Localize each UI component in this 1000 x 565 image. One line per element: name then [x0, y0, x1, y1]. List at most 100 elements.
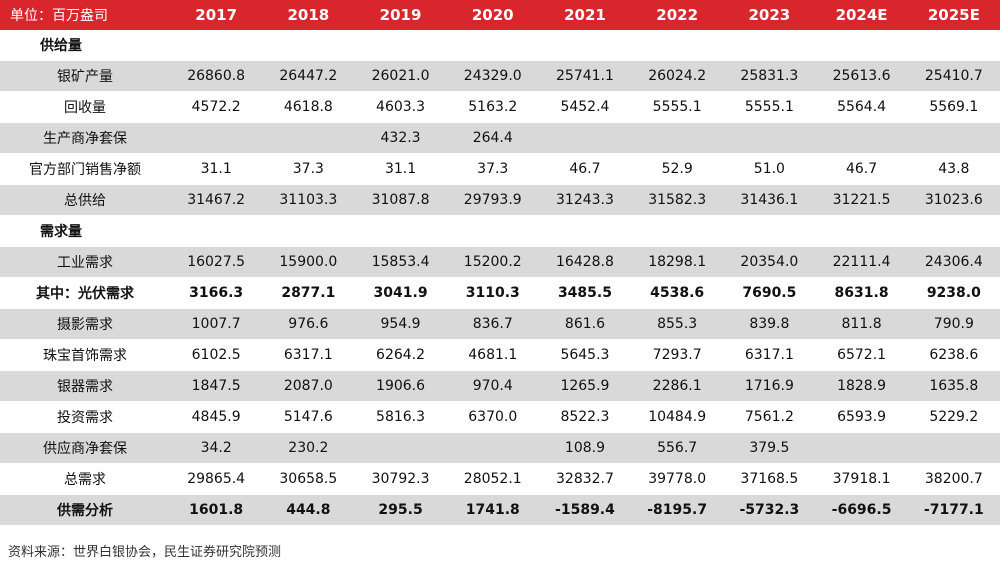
table-cell: 28052.1 [446, 463, 539, 495]
row-label: 需求量 [0, 215, 171, 247]
table-cell: 861.6 [538, 308, 632, 340]
table-row: 摄影需求 1007.7 976.6 954.9 836.7 861.6 855.3 839.8… [0, 308, 1000, 340]
table-cell: 37.3 [262, 153, 355, 185]
table-cell: 556.7 [631, 432, 724, 464]
table-cell [815, 432, 908, 464]
row-label: 其中：光伏需求 [0, 277, 171, 309]
row-label: 总需求 [0, 463, 171, 495]
table-row: 工业需求 16027.5 15900.0 15853.4 15200.2 16428.8 1… [0, 246, 1000, 278]
table-cell: 4603.3 [354, 91, 447, 123]
table-cell: 37168.5 [723, 463, 816, 495]
table-cell: 2087.0 [262, 370, 355, 402]
silver-supply-demand-table: 单位：百万盎司 2017 2018 2019 2020 2021 2022 2023 2024… [0, 0, 1000, 526]
table-cell [538, 215, 632, 247]
table-cell: 4572.2 [170, 91, 263, 123]
table-cell: 6238.6 [907, 339, 1000, 371]
row-label: 回收量 [0, 91, 171, 123]
table-cell: 31582.3 [631, 184, 724, 216]
table-cell: 31087.8 [354, 184, 447, 216]
row-label: 官方部门销售净额 [0, 153, 171, 185]
table-cell [354, 432, 447, 464]
table-cell: 24306.4 [907, 246, 1000, 278]
table-cell [170, 215, 263, 247]
table-cell: 25741.1 [538, 60, 632, 92]
table-cell: 1847.5 [170, 370, 263, 402]
table-cell: 52.9 [631, 153, 724, 185]
table-cell: 3166.3 [170, 277, 263, 309]
table-cell: 855.3 [631, 308, 724, 340]
table-cell: 22111.4 [815, 246, 908, 278]
table-cell: 432.3 [354, 122, 447, 154]
table-cell: 37.3 [446, 153, 539, 185]
table-cell: 16428.8 [538, 246, 632, 278]
table-cell: 1741.8 [446, 494, 539, 526]
row-label: 供应商净套保 [0, 432, 171, 464]
header-row: 单位：百万盎司 2017 2018 2019 2020 2021 2022 2023 2024… [0, 0, 1000, 30]
table-cell: 30792.3 [354, 463, 447, 495]
table-cell: 38200.7 [907, 463, 1000, 495]
table-cell: 811.8 [815, 308, 908, 340]
table-cell: 8631.8 [815, 277, 908, 309]
table-cell [631, 122, 724, 154]
row-label: 供给量 [0, 30, 171, 61]
column-header: 2020 [446, 0, 539, 30]
table-cell [354, 30, 447, 61]
table-cell: 25410.7 [907, 60, 1000, 92]
table-cell [723, 122, 816, 154]
table-cell: 15200.2 [446, 246, 539, 278]
table-cell: 1828.9 [815, 370, 908, 402]
table-cell [262, 122, 355, 154]
table-cell: 108.9 [538, 432, 632, 464]
table-row: 银矿产量 26860.8 26447.2 26021.0 24329.0 25741.1 2… [0, 60, 1000, 92]
table-cell: 3110.3 [446, 277, 539, 309]
row-label: 总供给 [0, 184, 171, 216]
row-label: 银矿产量 [0, 60, 171, 92]
source-note: 资料来源：世界白银协会，民生证券研究院预测 [8, 545, 282, 560]
table-cell [446, 432, 539, 464]
table-cell: 4845.9 [170, 401, 263, 433]
table-cell: 6370.0 [446, 401, 539, 433]
table-cell: 3041.9 [354, 277, 447, 309]
table-cell: 379.5 [723, 432, 816, 464]
table-cell: 3485.5 [538, 277, 632, 309]
table-cell: 31243.3 [538, 184, 632, 216]
table-cell: 6264.2 [354, 339, 447, 371]
table-cell: -1589.4 [538, 494, 632, 526]
table-cell: 46.7 [538, 153, 632, 185]
table-cell [815, 215, 908, 247]
table-cell: 2286.1 [631, 370, 724, 402]
table-cell: 444.8 [262, 494, 355, 526]
table-row: 回收量 4572.2 4618.8 4603.3 5163.2 5452.4 5555.1 5… [0, 91, 1000, 123]
table-body: 供给量 银矿产量 26860.8 26447.2 26021.0 24329.0 25741… [0, 30, 1000, 526]
table-cell [723, 215, 816, 247]
table-cell: 1601.8 [170, 494, 263, 526]
table-cell: 32832.7 [538, 463, 632, 495]
section-row: 需求量 [0, 215, 1000, 247]
table-cell: 6102.5 [170, 339, 263, 371]
table-cell: 25613.6 [815, 60, 908, 92]
table-cell: 9238.0 [907, 277, 1000, 309]
table-cell: 37918.1 [815, 463, 908, 495]
table-cell: 5564.4 [815, 91, 908, 123]
table-cell: 8522.3 [538, 401, 632, 433]
table-cell: 31436.1 [723, 184, 816, 216]
column-header: 2021 [538, 0, 632, 30]
column-header: 2024E [815, 0, 908, 30]
table-cell: 7293.7 [631, 339, 724, 371]
table-cell: 6572.1 [815, 339, 908, 371]
table-row: 供应商净套保 34.2 230.2 108.9 556.7 379.5 [0, 432, 1000, 464]
table-cell: 1716.9 [723, 370, 816, 402]
row-label: 供需分析 [0, 494, 171, 526]
table-cell: 6593.9 [815, 401, 908, 433]
table-cell: 264.4 [446, 122, 539, 154]
table-cell: 6317.1 [723, 339, 816, 371]
column-header: 2019 [354, 0, 447, 30]
table-cell: 4618.8 [262, 91, 355, 123]
table-row: 总需求 29865.4 30658.5 30792.3 28052.1 32832.7 39… [0, 463, 1000, 495]
row-label: 投资需求 [0, 401, 171, 433]
table-cell: 30658.5 [262, 463, 355, 495]
table-row: 供需分析 1601.8 444.8 295.5 1741.8 -1589.4 -8195.7… [0, 494, 1000, 526]
column-header: 2017 [170, 0, 263, 30]
table-cell: 6317.1 [262, 339, 355, 371]
column-header: 2023 [723, 0, 816, 30]
